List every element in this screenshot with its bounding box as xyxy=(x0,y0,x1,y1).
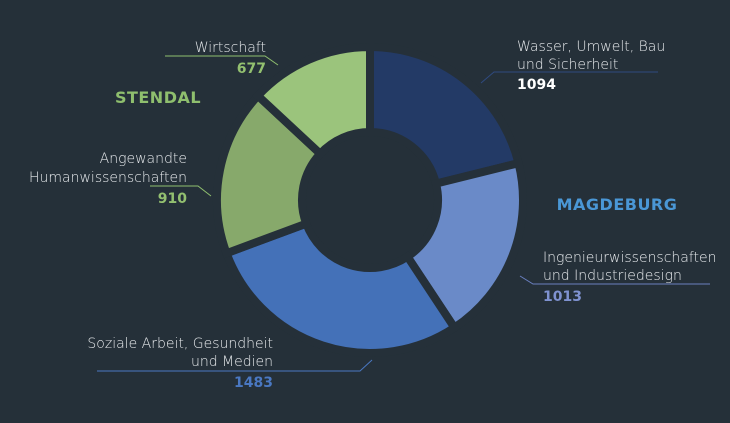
leader-line-ingenieur xyxy=(519,275,710,285)
donut-slice-5 xyxy=(252,42,374,160)
slice-label-soziale-line1: Soziale Arbeit, Gesundheit xyxy=(87,336,273,352)
slices xyxy=(213,42,527,357)
slice-label-ingenieur-line2: und Industriedesign xyxy=(543,268,682,284)
leader-line-soziale xyxy=(97,359,373,372)
slice-value-angewandte: 910 xyxy=(158,191,187,207)
slice-label-wirtschaft: Wirtschaft xyxy=(195,40,266,56)
donut-slice-2 xyxy=(401,158,527,334)
slice-value-wirtschaft: 677 xyxy=(237,61,266,77)
group-label-magdeburg: MAGDEBURG xyxy=(557,195,678,214)
group-label-stendal: STENDAL xyxy=(115,88,201,107)
leader-line-angewandte xyxy=(150,185,212,197)
slice-label-soziale-line2: und Medien xyxy=(191,354,273,370)
donut-slice-3 xyxy=(221,218,460,357)
slice-label-angewandte-line1: Angewandte xyxy=(100,151,187,167)
leader-line-wirtschaft xyxy=(165,55,279,66)
slice-label-angewandte-line2: Humanwissenschaften xyxy=(29,170,187,186)
slice-label-wasser-line2: und Sicherheit xyxy=(517,57,618,73)
slice-value-soziale: 1483 xyxy=(234,375,273,391)
slice-label-ingenieur-line1: Ingenieurwissenschaften xyxy=(543,250,717,266)
slice-value-ingenieur: 1013 xyxy=(543,289,582,305)
donut-slice-1 xyxy=(366,42,524,189)
slice-value-wasser: 1094 xyxy=(517,77,556,93)
slice-label-wasser-line1: Wasser, Umwelt, Bau xyxy=(517,39,665,55)
leader-line-wasser xyxy=(480,71,658,84)
